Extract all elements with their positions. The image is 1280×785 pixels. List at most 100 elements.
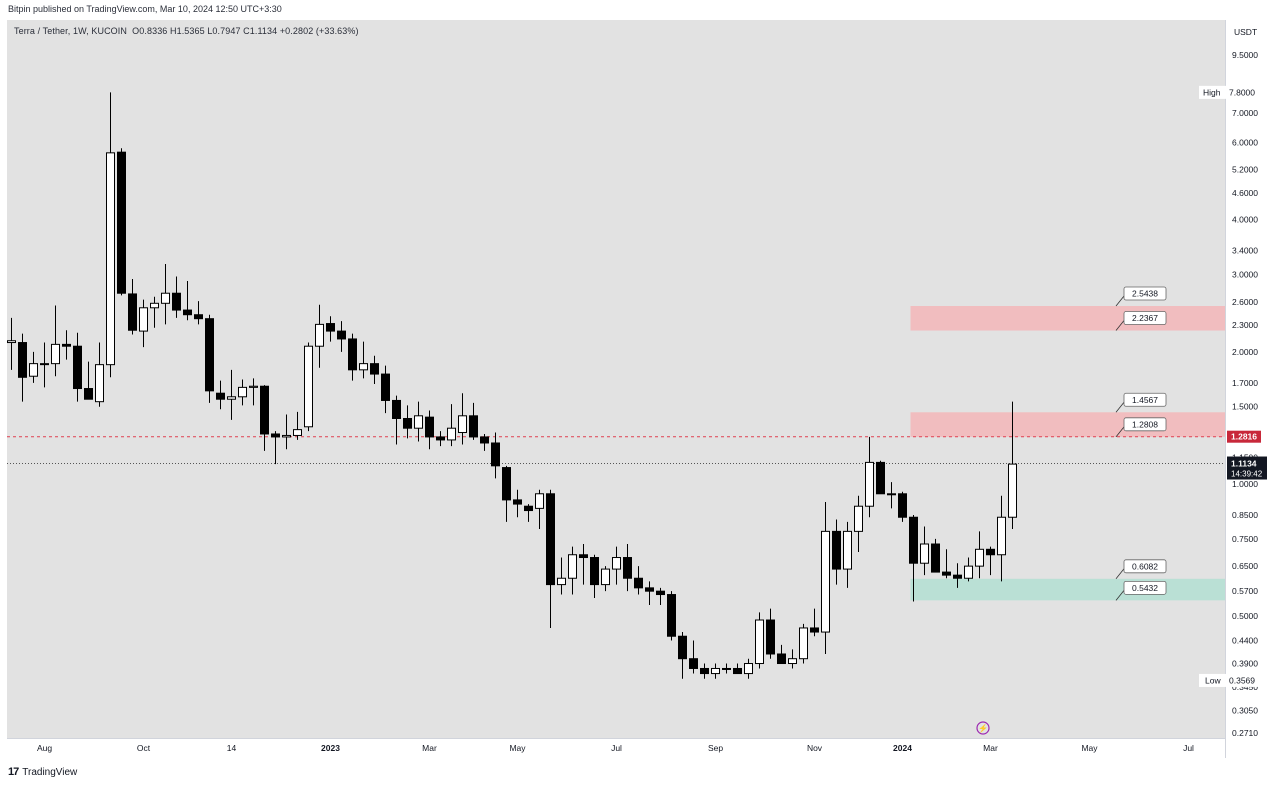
candle-down [381, 373, 390, 401]
candle-down [194, 314, 203, 320]
candle-up [238, 386, 247, 398]
candle-down [337, 330, 346, 340]
candle-up [711, 667, 720, 675]
zone-label: 1.4567 [1132, 395, 1158, 405]
candle-up [601, 568, 610, 586]
time-tick-label: Jul [1183, 743, 1194, 753]
candle-down [777, 653, 786, 665]
candle-up [249, 385, 258, 388]
candle-down [700, 667, 709, 675]
price-tick-label: 7.0000 [1232, 108, 1258, 118]
price-tick-label: 2.6000 [1232, 297, 1258, 307]
candle-down [62, 343, 71, 347]
price-tick-label: 5.2000 [1232, 165, 1258, 175]
candle-down [931, 543, 940, 573]
candle-up [535, 493, 544, 509]
price-tick-label: 0.4400 [1232, 636, 1258, 646]
candle-down [645, 587, 654, 592]
candle-up [95, 364, 104, 403]
candle-down [513, 499, 522, 505]
time-tick-label: Oct [137, 743, 151, 753]
zone-label: 2.2367 [1132, 313, 1158, 323]
candle-down [502, 467, 511, 501]
candle-up [1008, 463, 1017, 518]
price-tick-label: 0.7500 [1232, 534, 1258, 544]
candle-down [348, 338, 357, 371]
price-tick-label: 4.6000 [1232, 188, 1258, 198]
low-value: 0.3569 [1229, 675, 1255, 685]
candle-up [722, 667, 731, 670]
price-tick-label: 3.0000 [1232, 270, 1258, 280]
candle-down [183, 309, 192, 316]
candle-down [590, 557, 599, 586]
price-tick-label: 3.4000 [1232, 246, 1258, 256]
zone-label-box [1123, 392, 1167, 407]
candle-down [480, 436, 489, 444]
tradingview-footer[interactable]: 17 TradingView [8, 766, 77, 778]
publish-info: Bitpin published on TradingView.com, Mar… [8, 4, 282, 14]
candle-up [359, 363, 368, 371]
lightning-icon: ⚡ [978, 723, 988, 733]
price-axis[interactable] [1225, 20, 1280, 758]
candle-up [304, 345, 313, 428]
price-tick-label: 0.5700 [1232, 586, 1258, 596]
price-tick-label: 2.0000 [1232, 347, 1258, 357]
low-label: Low [1205, 675, 1221, 685]
candle-down [876, 461, 885, 495]
time-tick-label: Aug [37, 743, 52, 753]
callout-leader [1115, 426, 1125, 438]
candle-down [733, 667, 742, 675]
candle-down [436, 436, 445, 441]
marked-level-value: 1.2816 [1231, 432, 1257, 442]
time-tick-label: Mar [983, 743, 998, 753]
currency-label: USDT [1234, 27, 1257, 37]
candle-down [810, 627, 819, 633]
candle-down [832, 530, 841, 570]
candle-down [667, 594, 676, 637]
callout-leader [1115, 320, 1125, 331]
time-tick-label: 2023 [321, 743, 340, 753]
brand-label: TradingView [22, 766, 78, 778]
candle-down [128, 293, 137, 331]
candle-up [315, 323, 324, 347]
time-tick-label: May [1081, 743, 1098, 753]
candle-down [392, 399, 401, 419]
candle-up [447, 427, 456, 441]
candle-down [326, 323, 335, 332]
candle-up [799, 627, 808, 660]
time-tick-label: Jul [611, 743, 622, 753]
candle-down [469, 415, 478, 438]
candle-down [84, 388, 93, 400]
high-label-bg [1199, 85, 1261, 99]
callout-leader [1115, 402, 1125, 413]
ohlc-values: O0.8336 H1.5365 L0.7947 C1.1134 +0.2802 … [132, 26, 359, 36]
zone-label: 0.5432 [1132, 583, 1158, 593]
candle-down [403, 417, 412, 429]
zone-label-box [1123, 311, 1167, 325]
candle-up [887, 493, 896, 496]
candle-down [634, 577, 643, 589]
candle-down [579, 554, 588, 559]
candle-up [557, 577, 566, 586]
zone-label: 0.6082 [1132, 561, 1158, 571]
candle-down [117, 151, 126, 294]
candle-down [909, 516, 918, 564]
candle-down [216, 392, 225, 400]
candle-up [106, 152, 115, 366]
callout-leader [1115, 568, 1125, 580]
time-axis[interactable] [7, 738, 1225, 759]
price-tick-label: 0.3900 [1232, 659, 1258, 669]
candle-up [744, 663, 753, 675]
candle-down [73, 345, 82, 390]
zone-label-box [1123, 559, 1167, 574]
candle-down [689, 658, 698, 669]
candle-up [997, 516, 1006, 556]
candle-down [205, 318, 214, 392]
candle-up [40, 363, 49, 366]
candle-up [414, 415, 423, 429]
time-tick-label: 14 [227, 743, 237, 753]
candle-up [227, 396, 236, 400]
price-tick-label: 0.8500 [1232, 510, 1258, 520]
candle-down [942, 571, 951, 576]
